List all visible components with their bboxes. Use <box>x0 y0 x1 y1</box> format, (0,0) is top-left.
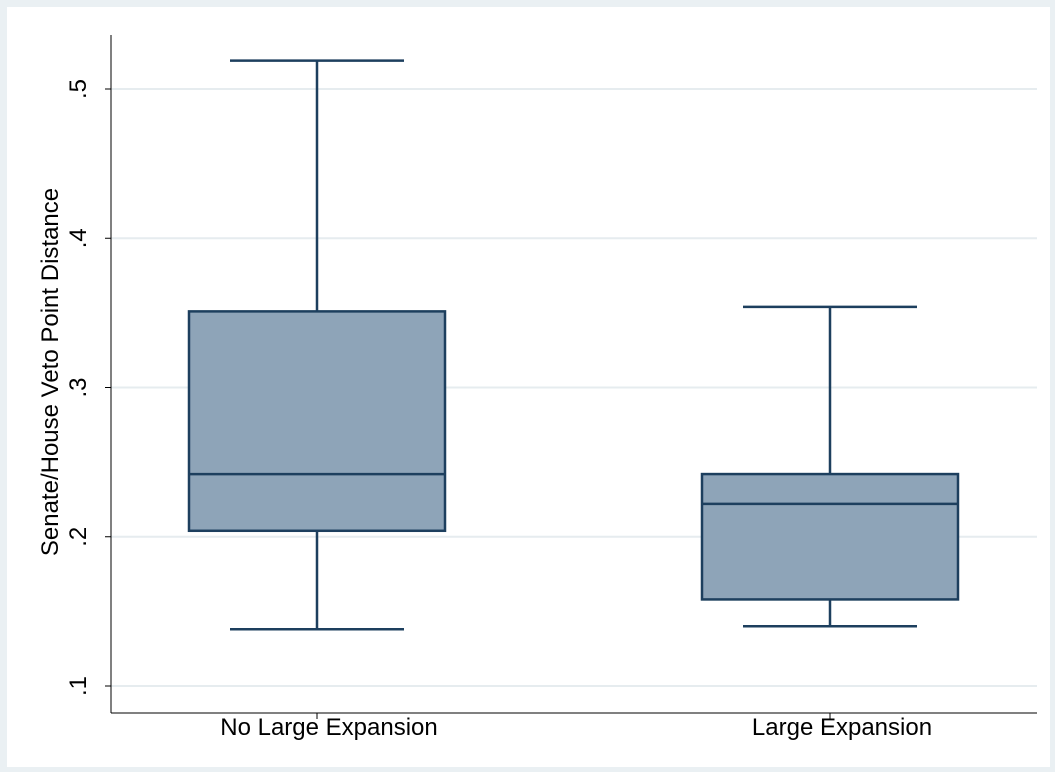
box-group <box>700 305 960 628</box>
y-tick-label: .5 <box>65 79 92 99</box>
y-tick-label: .3 <box>65 377 92 397</box>
y-axis-title: Senate/House Veto Point Distance <box>37 188 64 556</box>
iqr-box <box>187 310 447 533</box>
y-tick-label: .2 <box>65 527 92 547</box>
x-category-label: Large Expansion <box>752 714 932 741</box>
box-group <box>187 59 447 631</box>
iqr-box <box>700 472 960 601</box>
boxes <box>187 59 960 631</box>
y-ticks: .1 .2 .3 .4 .5 <box>65 79 111 696</box>
y-tick-label: .1 <box>65 676 92 696</box>
y-tick-label: .4 <box>65 228 92 248</box>
x-category-label: No Large Expansion <box>220 714 437 741</box>
x-category-labels: No Large Expansion Large Expansion <box>220 713 932 741</box>
axes <box>110 35 1037 714</box>
